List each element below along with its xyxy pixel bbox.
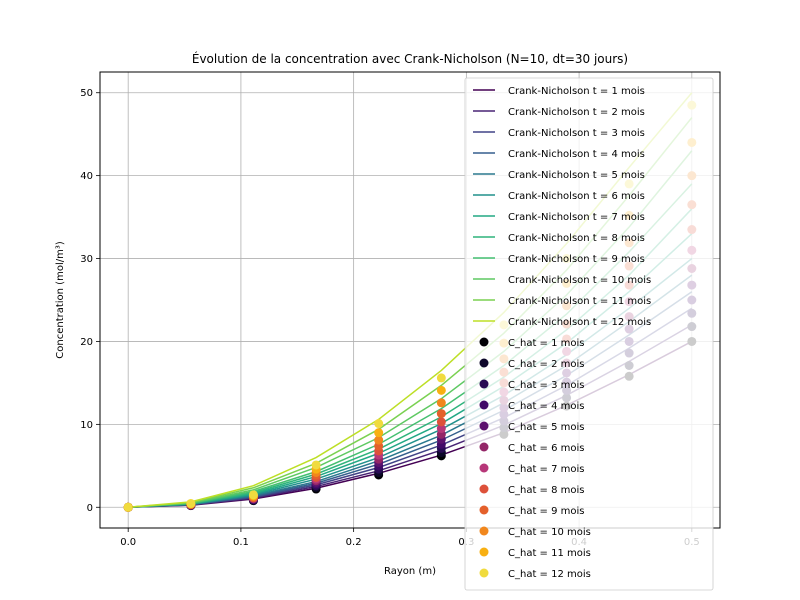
legend-label: C_hat = 2 mois (508, 359, 585, 370)
scatter-point (311, 460, 321, 470)
legend-marker-swatch (479, 547, 489, 557)
scatter-point (436, 385, 446, 395)
x-tick-label: 0.2 (346, 537, 362, 548)
legend-label: Crank-Nicholson t = 1 mois (508, 86, 645, 97)
plot-frame (99, 71, 721, 529)
legend-label: C_hat = 7 mois (508, 464, 585, 475)
legend-marker-swatch (479, 484, 489, 494)
legend-label: C_hat = 4 mois (508, 401, 585, 412)
scatter-point (374, 419, 384, 429)
y-axis-label: Concentration (mol/m³) (55, 241, 66, 359)
legend-label: C_hat = 8 mois (508, 485, 585, 496)
x-axis-label: Rayon (m) (384, 566, 436, 577)
legend-marker-swatch (479, 463, 489, 473)
scatter-point (186, 498, 196, 508)
scatter-point (436, 373, 446, 383)
x-tick-label: 0.0 (120, 537, 136, 548)
y-axis-ticks: 0 10 20 30 40 50 (80, 88, 100, 514)
legend-label: Crank-Nicholson t = 10 mois (508, 275, 651, 286)
legend-marker-swatch (479, 526, 489, 536)
y-tick-label: 30 (80, 254, 93, 265)
legend-label: Crank-Nicholson t = 8 mois (508, 233, 645, 244)
scatter-point (436, 409, 446, 419)
legend-marker-swatch (479, 358, 489, 368)
legend-label: Crank-Nicholson t = 12 mois (508, 317, 651, 328)
y-tick-label: 0 (87, 503, 93, 514)
legend: Crank-Nicholson t = 1 mois Crank-Nicholso… (464, 77, 714, 591)
scatter-point (123, 502, 133, 512)
legend-label: Crank-Nicholson t = 6 mois (508, 191, 645, 202)
y-tick-label: 50 (80, 88, 93, 99)
scatter-point (436, 417, 446, 427)
x-tick-label: 0.1 (233, 537, 249, 548)
legend-frame (464, 77, 714, 591)
legend-label: Crank-Nicholson t = 11 mois (508, 296, 651, 307)
legend-label: C_hat = 1 mois (508, 338, 585, 349)
y-tick-label: 20 (80, 337, 93, 348)
legend-marker-swatch (479, 400, 489, 410)
scatter-point (374, 435, 384, 445)
scatter-point (436, 424, 446, 434)
legend-marker-swatch (479, 379, 489, 389)
legend-label: C_hat = 12 mois (508, 569, 591, 580)
y-tick-label: 40 (80, 171, 93, 182)
legend-label: Crank-Nicholson t = 7 mois (508, 212, 645, 223)
legend-marker-swatch (479, 421, 489, 431)
legend-label: Crank-Nicholson t = 9 mois (508, 254, 645, 265)
legend-label: C_hat = 3 mois (508, 380, 585, 391)
legend-label: Crank-Nicholson t = 5 mois (508, 170, 645, 181)
legend-label: C_hat = 9 mois (508, 506, 585, 517)
legend-label: Crank-Nicholson t = 2 mois (508, 107, 645, 118)
legend-label: C_hat = 11 mois (508, 548, 591, 559)
legend-label: C_hat = 10 mois (508, 527, 591, 538)
legend-marker-swatch (479, 337, 489, 347)
legend-marker-swatch (479, 568, 489, 578)
scatter-point (436, 398, 446, 408)
y-tick-label: 10 (80, 420, 93, 431)
scatter-point (248, 490, 258, 500)
scatter-point (374, 428, 384, 438)
legend-label: Crank-Nicholson t = 4 mois (508, 149, 645, 160)
legend-label: C_hat = 5 mois (508, 422, 585, 433)
legend-marker-swatch (479, 505, 489, 515)
legend-label: Crank-Nicholson t = 3 mois (508, 128, 645, 139)
legend-label: C_hat = 6 mois (508, 443, 585, 454)
chart-title: Évolution de la concentration avec Crank… (192, 51, 628, 66)
legend-marker-swatch (479, 442, 489, 452)
